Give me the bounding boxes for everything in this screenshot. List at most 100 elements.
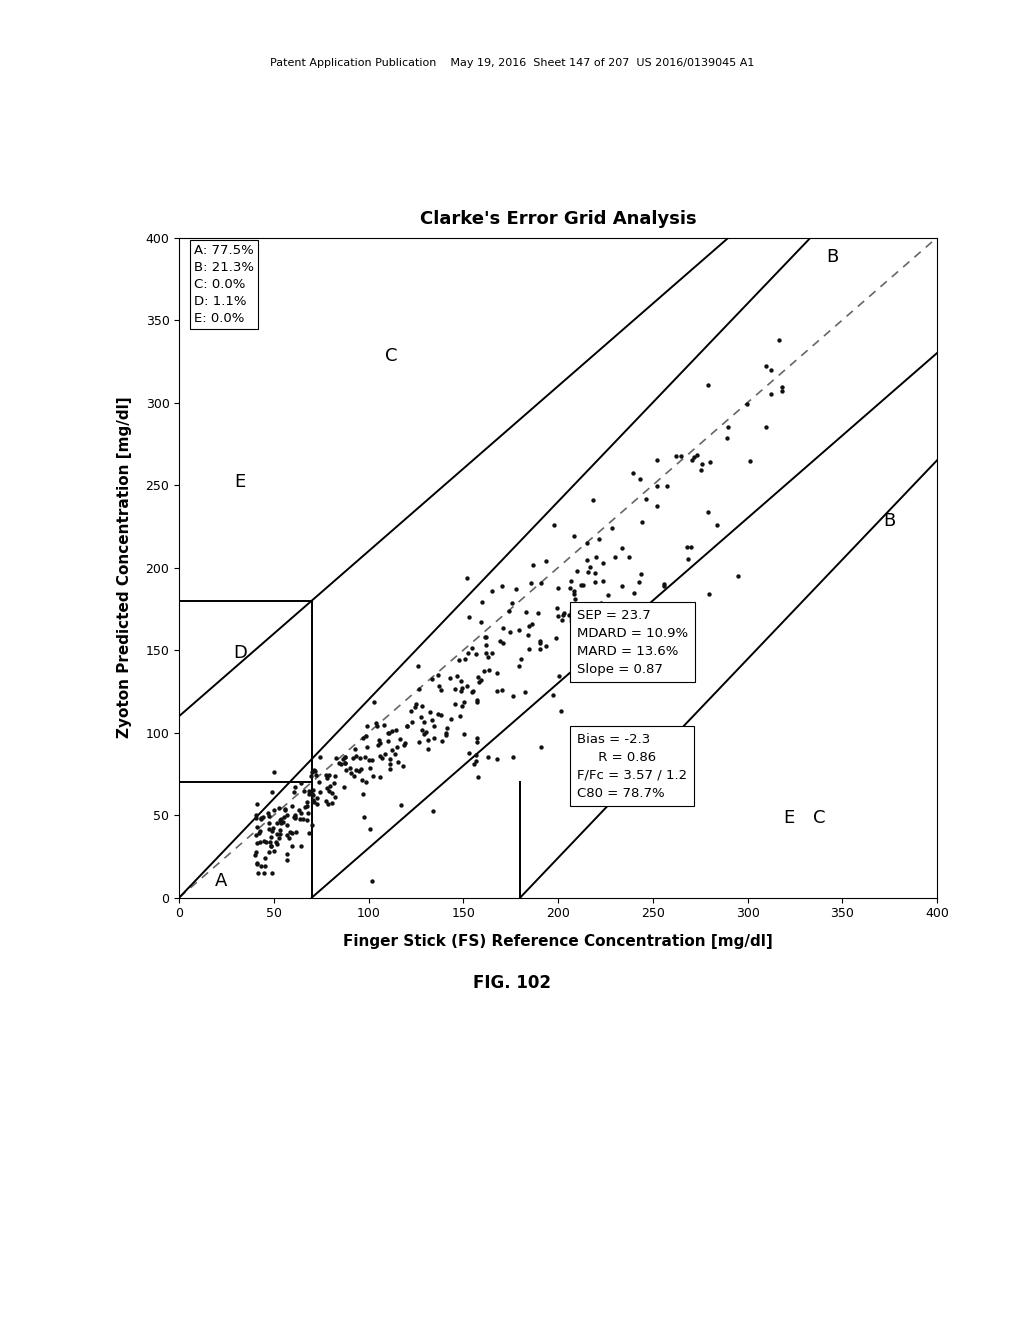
Point <box>297 797 313 818</box>
Point <box>303 814 319 836</box>
Point <box>461 743 477 764</box>
Point <box>362 758 379 779</box>
Point <box>355 807 372 828</box>
Point <box>270 828 287 849</box>
Point <box>396 734 413 755</box>
Point <box>467 750 483 771</box>
Point <box>530 602 547 623</box>
Point <box>396 733 413 754</box>
Point <box>276 799 293 820</box>
Point <box>249 854 265 875</box>
Point <box>360 750 377 771</box>
Point <box>327 766 343 787</box>
Point <box>494 680 510 701</box>
Point <box>253 808 269 829</box>
Point <box>614 537 631 558</box>
Point <box>293 836 309 857</box>
Text: Patent Application Publication    May 19, 2016  Sheet 147 of 207  US 2016/013904: Patent Application Publication May 19, 2… <box>269 58 755 69</box>
Point <box>279 850 295 871</box>
Point <box>392 729 409 750</box>
Point <box>336 776 352 797</box>
Point <box>553 701 569 722</box>
Point <box>329 748 345 770</box>
Point <box>464 638 480 659</box>
Point <box>293 774 309 795</box>
Point <box>301 784 317 805</box>
Point <box>531 639 548 660</box>
Point <box>370 734 386 755</box>
Point <box>699 375 716 396</box>
Point <box>311 781 328 803</box>
Point <box>402 700 419 721</box>
Point <box>763 384 779 405</box>
Point <box>479 746 496 767</box>
Point <box>352 759 369 780</box>
Point <box>586 634 602 655</box>
Point <box>484 642 501 663</box>
Point <box>325 781 341 803</box>
Point <box>306 791 323 812</box>
Point <box>460 643 476 664</box>
Point <box>343 763 359 784</box>
Point <box>555 602 571 623</box>
Point <box>439 718 456 739</box>
Point <box>263 781 280 803</box>
Point <box>265 840 282 861</box>
Point <box>774 380 791 401</box>
Point <box>322 775 338 796</box>
Point <box>437 722 454 743</box>
Title: Clarke's Error Grid Analysis: Clarke's Error Grid Analysis <box>420 210 696 228</box>
Point <box>469 692 485 713</box>
Point <box>459 676 475 697</box>
Text: FIG. 102: FIG. 102 <box>473 974 551 993</box>
Point <box>595 570 611 591</box>
Point <box>262 832 279 853</box>
Point <box>454 677 470 698</box>
Point <box>271 824 288 845</box>
Point <box>374 747 390 768</box>
Point <box>431 676 447 697</box>
Y-axis label: Zyoton Predicted Concentration [mg/dl]: Zyoton Predicted Concentration [mg/dl] <box>117 397 132 738</box>
Point <box>477 626 494 647</box>
Point <box>688 445 705 466</box>
Point <box>352 748 369 770</box>
Point <box>382 754 398 775</box>
Point <box>649 475 666 496</box>
Point <box>346 766 362 787</box>
Point <box>365 871 381 892</box>
Point <box>346 739 362 760</box>
Point <box>420 739 436 760</box>
Point <box>638 488 654 510</box>
Point <box>550 578 566 599</box>
Point <box>380 731 396 752</box>
Point <box>253 855 269 876</box>
Point <box>658 475 675 496</box>
Point <box>523 573 540 594</box>
Point <box>337 746 353 767</box>
Point <box>372 733 388 754</box>
Point <box>566 589 583 610</box>
Point <box>251 820 267 841</box>
Point <box>281 828 297 849</box>
Point <box>376 714 392 735</box>
Point <box>410 656 426 677</box>
Point <box>322 764 338 785</box>
Point <box>303 766 319 787</box>
Point <box>693 454 710 475</box>
Point <box>248 825 264 846</box>
Point <box>599 585 615 606</box>
Point <box>464 681 480 702</box>
Point <box>288 821 304 842</box>
Point <box>293 803 309 824</box>
Point <box>318 791 335 812</box>
Point <box>452 649 468 671</box>
Point <box>377 743 393 764</box>
Point <box>447 678 464 700</box>
Point <box>266 762 283 783</box>
Point <box>548 598 564 619</box>
Point <box>287 804 303 825</box>
Point <box>495 618 511 639</box>
Point <box>471 672 487 693</box>
Point <box>469 689 485 710</box>
Point <box>468 744 484 766</box>
